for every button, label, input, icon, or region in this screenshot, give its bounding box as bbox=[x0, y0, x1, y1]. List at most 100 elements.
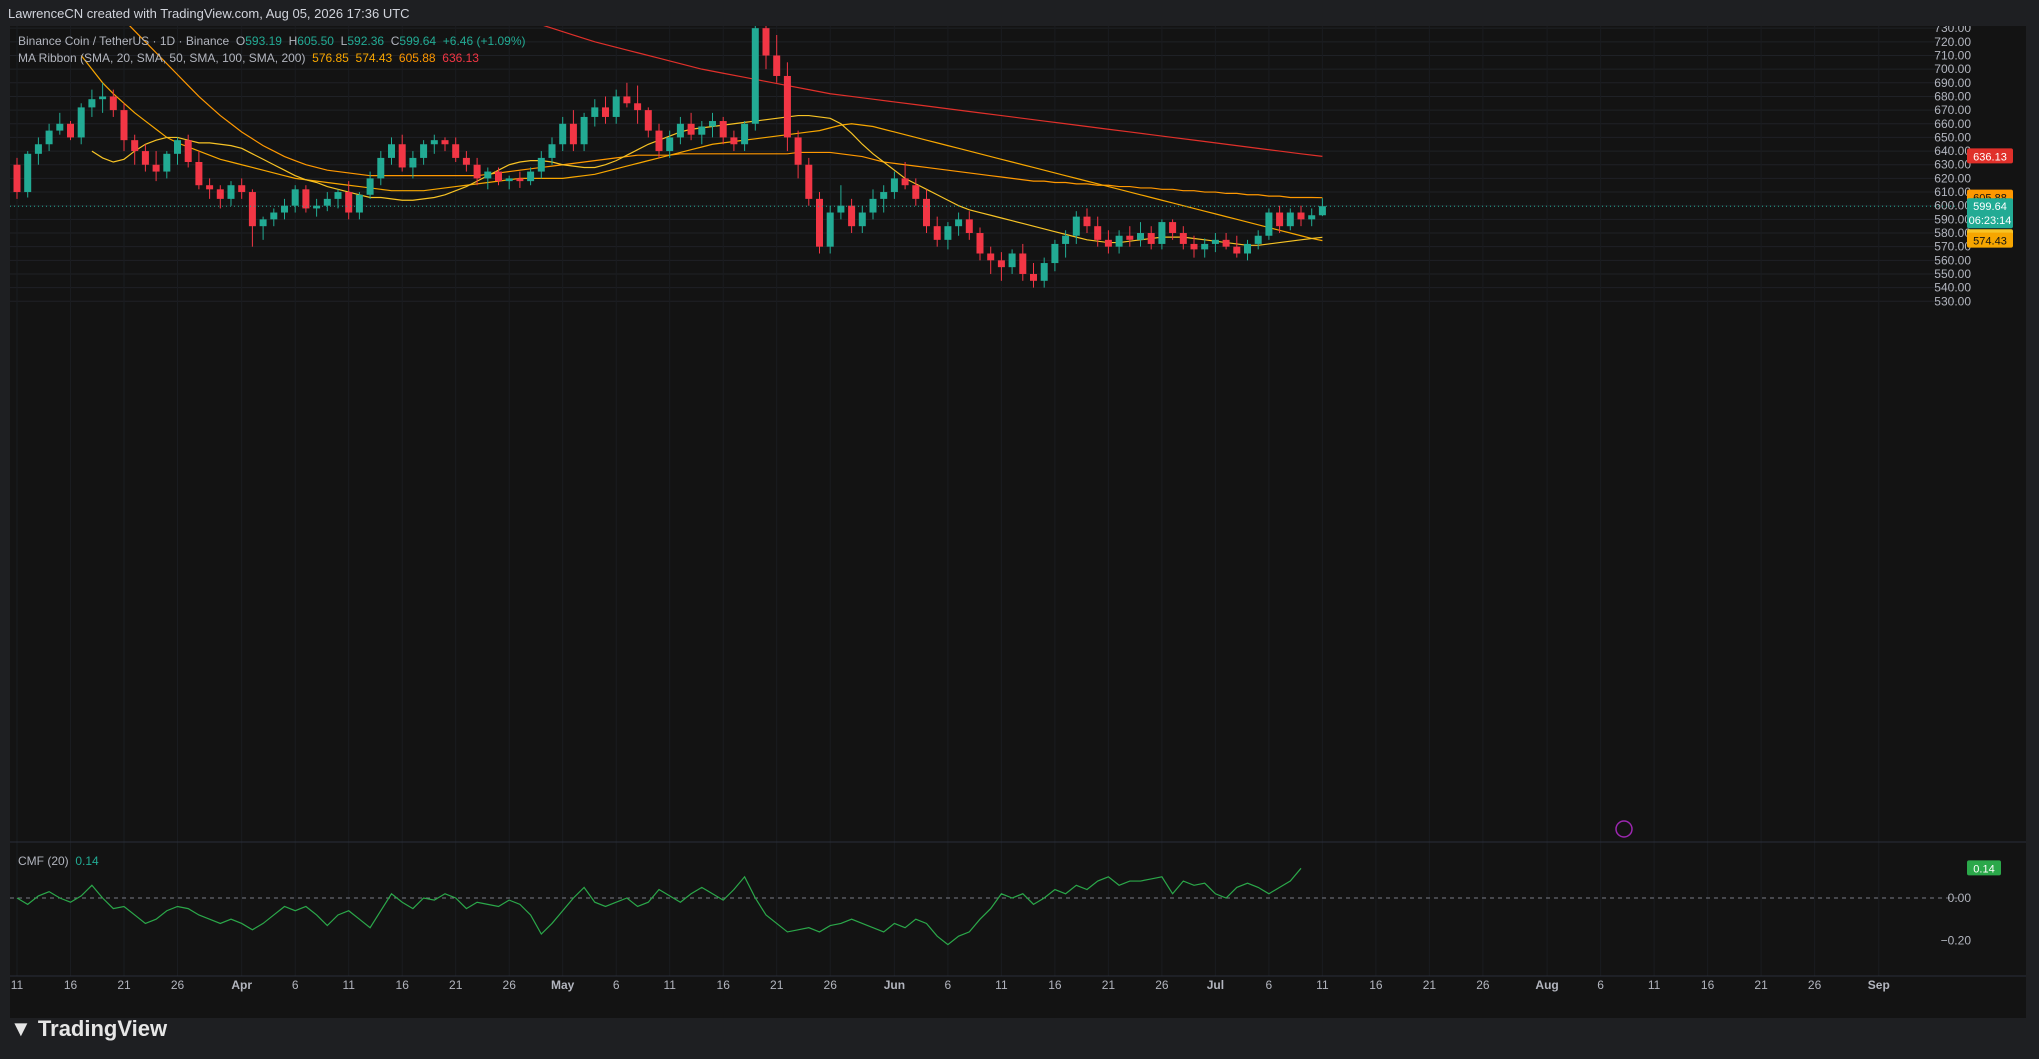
candle-body bbox=[184, 140, 192, 163]
candle-body bbox=[1008, 253, 1016, 268]
candle-body bbox=[1051, 243, 1059, 264]
candle-body bbox=[505, 178, 513, 182]
candle-body bbox=[216, 189, 224, 199]
created-by-line: LawrenceCN created with TradingView.com,… bbox=[8, 6, 410, 21]
candle-body bbox=[270, 212, 278, 220]
ma-ribbon-legend: MA Ribbon (SMA, 20, SMA, 50, SMA, 100, S… bbox=[18, 51, 479, 65]
price-tick-label: 550.00 bbox=[1934, 267, 1971, 281]
time-tick-label: Jul bbox=[1207, 978, 1224, 992]
cmf-legend: CMF (20) 0.14 bbox=[18, 854, 99, 868]
candle-body bbox=[56, 123, 64, 131]
candle-body bbox=[473, 164, 481, 179]
candle-body bbox=[345, 192, 353, 213]
time-tick-label: 6 bbox=[292, 978, 299, 992]
candle-body bbox=[741, 123, 749, 145]
candle-body bbox=[1072, 216, 1080, 236]
time-tick-label: 11 bbox=[342, 978, 355, 992]
price-tick-label: 670.00 bbox=[1934, 103, 1971, 117]
tradingview-logo-text: TradingView bbox=[37, 1016, 168, 1041]
candle-body bbox=[1211, 239, 1219, 244]
time-tick-label: 11 bbox=[11, 978, 24, 992]
candle-body bbox=[730, 137, 738, 145]
time-tick-label: Apr bbox=[231, 978, 252, 992]
candle-body bbox=[955, 219, 963, 227]
chart-area[interactable]: 530.00 540.00 550.00 560.00 570.00 580.00 590.… bbox=[10, 26, 2026, 1018]
candle-body bbox=[45, 130, 53, 145]
time-tick-label: 6 bbox=[945, 978, 952, 992]
price-tick-label: 680.00 bbox=[1934, 89, 1971, 103]
cmf-line bbox=[16, 867, 1302, 946]
price-tick-label: 560.00 bbox=[1934, 253, 1971, 267]
candle-body bbox=[131, 140, 139, 152]
candle-body bbox=[77, 107, 85, 138]
ma200-badge: 636.13 bbox=[1973, 151, 2007, 163]
ma20-line bbox=[91, 114, 1323, 246]
candle-body bbox=[698, 126, 706, 135]
candle-body bbox=[1233, 246, 1241, 254]
time-tick-label: Jun bbox=[884, 978, 905, 992]
candle-body bbox=[527, 171, 535, 182]
cmf-badge: 0.14 bbox=[1973, 863, 1994, 875]
time-tick-label: 11 bbox=[1316, 978, 1329, 992]
ma200-value: 636.13 bbox=[442, 51, 479, 65]
candle-body bbox=[591, 107, 599, 117]
candle-body bbox=[933, 226, 941, 240]
candle-body bbox=[34, 144, 42, 154]
price-tick-label: 610.00 bbox=[1934, 185, 1971, 199]
candle-body bbox=[1254, 235, 1262, 244]
candle-body bbox=[901, 178, 909, 186]
ma50-badge: 574.43 bbox=[1973, 236, 2007, 248]
candle-body bbox=[826, 212, 834, 247]
candle-body bbox=[398, 144, 406, 168]
candle-body bbox=[441, 140, 449, 145]
candle-body bbox=[88, 99, 96, 108]
candle-body bbox=[334, 192, 342, 199]
candle-body bbox=[1297, 212, 1305, 220]
candle-body bbox=[366, 178, 374, 195]
candle-body bbox=[227, 185, 235, 199]
time-tick-label: 21 bbox=[1754, 978, 1768, 992]
candle-body bbox=[452, 144, 460, 158]
candle-body bbox=[302, 189, 310, 209]
time-tick-label: 21 bbox=[1423, 978, 1437, 992]
candle-body bbox=[944, 226, 952, 240]
candle-body bbox=[869, 198, 877, 213]
change-value: +6.46 (+1.09%) bbox=[442, 34, 526, 48]
candle-body bbox=[1158, 222, 1166, 244]
price-tick-label: 650.00 bbox=[1934, 130, 1971, 144]
candle-body bbox=[109, 96, 117, 111]
time-tick-label: 26 bbox=[824, 978, 838, 992]
candle-body bbox=[206, 185, 214, 190]
candle-body bbox=[559, 123, 567, 145]
candle-body bbox=[495, 171, 502, 182]
candle-body bbox=[1276, 212, 1284, 227]
candle-body bbox=[248, 192, 256, 227]
price-tick-label: 710.00 bbox=[1934, 48, 1971, 62]
candle-body bbox=[794, 137, 802, 165]
candle-body bbox=[751, 28, 759, 124]
cmf-value: 0.14 bbox=[75, 854, 99, 868]
candle-body bbox=[259, 219, 267, 227]
price-tick-label: 730.00 bbox=[1934, 26, 1971, 35]
ma200-line bbox=[543, 26, 1323, 157]
time-tick-label: 6 bbox=[1266, 978, 1273, 992]
candle-body bbox=[602, 107, 609, 117]
candle-body bbox=[238, 185, 246, 193]
current-price-badge-bg bbox=[1967, 198, 2013, 229]
time-tick-label: 21 bbox=[770, 978, 784, 992]
candle-body bbox=[1265, 212, 1273, 236]
candle-body bbox=[13, 164, 21, 193]
candle-body bbox=[655, 130, 663, 152]
high-value: 605.50 bbox=[297, 34, 334, 48]
price-chart-svg[interactable]: 530.00540.00550.00560.00570.00580.00590.… bbox=[10, 26, 2026, 1018]
candle-body bbox=[805, 164, 813, 199]
candle-body bbox=[291, 189, 299, 206]
candle-body bbox=[1030, 273, 1037, 281]
candle-body bbox=[1104, 239, 1112, 247]
current-price-badge: 599.64 bbox=[1973, 201, 2007, 213]
candle-body bbox=[987, 253, 995, 261]
candle-body bbox=[997, 260, 1005, 268]
ma-ribbon-label: MA Ribbon (SMA, 20, SMA, 50, SMA, 100, S… bbox=[18, 51, 306, 65]
time-tick-label: 11 bbox=[663, 978, 676, 992]
candle-body bbox=[1222, 239, 1230, 247]
